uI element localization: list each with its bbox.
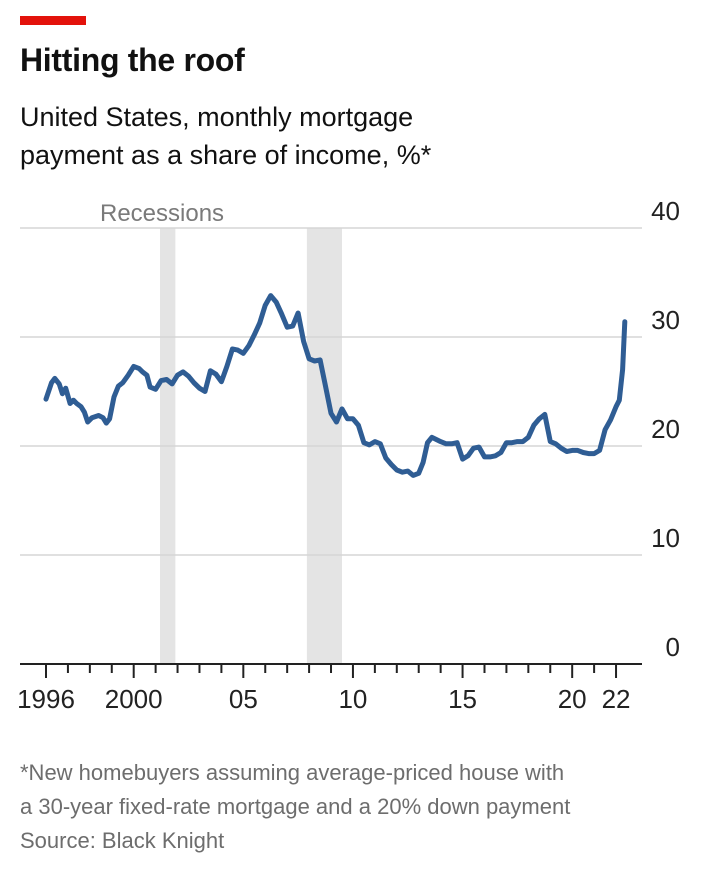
series-line bbox=[43, 293, 628, 478]
x-tick-label: 10 bbox=[338, 684, 367, 714]
footnote: *New homebuyers assuming average-priced … bbox=[20, 756, 700, 858]
line-chart: Recessions 0 10 20 30 40 1996 2000 05 10 15 20 22 bbox=[17, 196, 680, 714]
x-tick-label: 05 bbox=[229, 684, 258, 714]
x-tick-label: 1996 bbox=[17, 684, 75, 714]
y-tick-label: 30 bbox=[651, 305, 680, 335]
recessions-label: Recessions bbox=[100, 200, 224, 227]
chart-title: Hitting the roof bbox=[20, 42, 245, 78]
y-tick-label: 10 bbox=[651, 523, 680, 553]
brand-accent-bar bbox=[20, 16, 86, 25]
subtitle-line-2: payment as a share of income, %* bbox=[20, 140, 432, 170]
footnote-line-2: a 30-year fixed-rate mortgage and a 20% … bbox=[20, 794, 571, 819]
y-tick-label: 40 bbox=[651, 196, 680, 226]
x-tick-label: 2000 bbox=[105, 684, 163, 714]
x-axis-ticks: 1996 2000 05 10 15 20 22 bbox=[17, 664, 630, 714]
y-tick-label: 20 bbox=[651, 414, 680, 444]
source-note: Source: Black Knight bbox=[20, 828, 225, 853]
chart-subtitle: United States, monthly mortgage payment … bbox=[20, 98, 580, 174]
gridlines bbox=[20, 227, 642, 556]
x-tick-label: 20 bbox=[558, 684, 587, 714]
x-tick-label: 22 bbox=[602, 684, 631, 714]
y-tick-label: 0 bbox=[666, 632, 680, 662]
subtitle-line-1: United States, monthly mortgage bbox=[20, 102, 414, 132]
y-axis-tick-labels: 0 10 20 30 40 bbox=[651, 196, 680, 662]
series-layer bbox=[43, 293, 628, 478]
x-tick-label: 15 bbox=[448, 684, 477, 714]
footnote-line-1: *New homebuyers assuming average-priced … bbox=[20, 760, 565, 785]
